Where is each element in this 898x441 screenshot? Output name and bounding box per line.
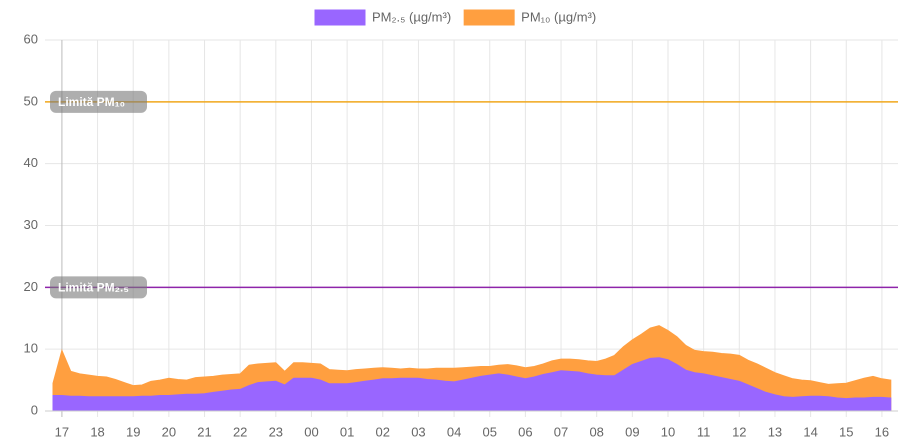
x-tick-label: 11 [697, 424, 711, 439]
x-tick-label: 04 [447, 424, 461, 439]
x-tick-label: 03 [411, 424, 425, 439]
y-tick-label: 0 [31, 402, 38, 417]
y-tick-label: 20 [24, 279, 38, 294]
x-tick-label: 20 [162, 424, 176, 439]
x-tick-label: 13 [768, 424, 782, 439]
x-tick-label: 07 [554, 424, 568, 439]
limit-label-box [50, 276, 147, 299]
y-tick-label: 40 [24, 155, 38, 170]
x-tick-label: 14 [803, 424, 817, 439]
x-tick-label: 01 [340, 424, 354, 439]
legend-swatch [314, 9, 366, 26]
x-tick-label: 19 [126, 424, 140, 439]
x-tick-label: 15 [839, 424, 853, 439]
limit-label: Limită PM₁₀ [58, 95, 125, 109]
x-tick-label: 17 [55, 424, 69, 439]
x-tick-label: 10 [661, 424, 675, 439]
y-tick-label: 60 [24, 31, 38, 46]
x-tick-label: 06 [518, 424, 532, 439]
limit-label-box [50, 90, 147, 113]
area [52, 357, 892, 412]
x-tick-label: 00 [304, 424, 318, 439]
legend-label: PM₁₀ (µg/m³) [521, 9, 596, 24]
limit-label: Limită PM₂.₅ [58, 281, 129, 295]
x-tick-label: 22 [233, 424, 247, 439]
x-tick-label: 21 [197, 424, 211, 439]
x-tick-label: 02 [376, 424, 390, 439]
legend-label: PM₂.₅ (µg/m³) [372, 9, 451, 24]
x-tick-label: 12 [732, 424, 746, 439]
y-tick-label: 50 [24, 93, 38, 108]
x-tick-label: 05 [483, 424, 497, 439]
x-tick-label: 08 [589, 424, 603, 439]
x-tick-label: 18 [90, 424, 104, 439]
x-tick-label: 23 [269, 424, 283, 439]
y-tick-label: 30 [24, 217, 38, 232]
x-tick-label: 09 [625, 424, 639, 439]
x-tick-label: 16 [875, 424, 889, 439]
y-tick-label: 10 [24, 341, 38, 356]
legend-swatch [463, 9, 515, 26]
